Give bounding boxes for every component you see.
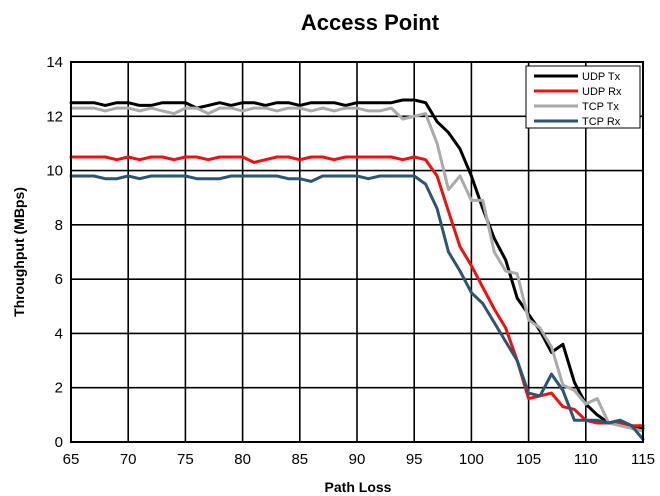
legend-label-tcp-rx: TCP Rx [582, 116, 621, 128]
x-tick-label: 115 [631, 451, 655, 468]
series-line-tcp-tx [69, 106, 645, 433]
x-tick-label: 80 [234, 451, 251, 468]
x-tick-label: 90 [349, 451, 366, 468]
y-tick-label: 6 [55, 271, 63, 288]
series-line-udp-rx [69, 155, 645, 428]
legend-label-tcp-tx: TCP Tx [582, 101, 619, 113]
series-lines [69, 98, 645, 441]
x-tick-label: 105 [516, 451, 541, 468]
y-tick-label: 10 [46, 163, 63, 180]
x-tick-label: 95 [406, 451, 423, 468]
legend-label-udp-tx: UDP Tx [582, 71, 621, 83]
x-tick-label: 65 [63, 451, 80, 468]
x-tick-label: 85 [291, 451, 308, 468]
x-tick-label: 75 [177, 451, 194, 468]
series-line-udp-tx [69, 98, 645, 430]
chart-title: Access Point [301, 10, 440, 35]
x-tick-label: 70 [120, 451, 137, 468]
legend: UDP Tx UDP Rx TCP Tx TCP Rx [525, 65, 641, 129]
y-tick-label: 2 [55, 380, 63, 397]
plot-frame [70, 61, 644, 443]
y-tick-label: 0 [55, 434, 63, 451]
y-tick-label: 12 [46, 108, 63, 125]
legend-label-udp-rx: UDP Rx [582, 86, 622, 98]
x-tick-label: 100 [459, 451, 484, 468]
y-axis-label: Throughput (MBps) [11, 187, 27, 317]
y-tick-label: 4 [55, 325, 63, 342]
tick-labels: 65 70 75 80 85 90 95 100 105 110 115 0 2 4 6 8 10 12 14 [46, 54, 655, 468]
series-line-tcp-rx [69, 174, 645, 441]
y-tick-label: 8 [55, 217, 63, 234]
y-tick-label: 14 [46, 54, 63, 71]
x-tick-label: 110 [574, 451, 598, 468]
x-axis-label: Path Loss [325, 479, 392, 495]
